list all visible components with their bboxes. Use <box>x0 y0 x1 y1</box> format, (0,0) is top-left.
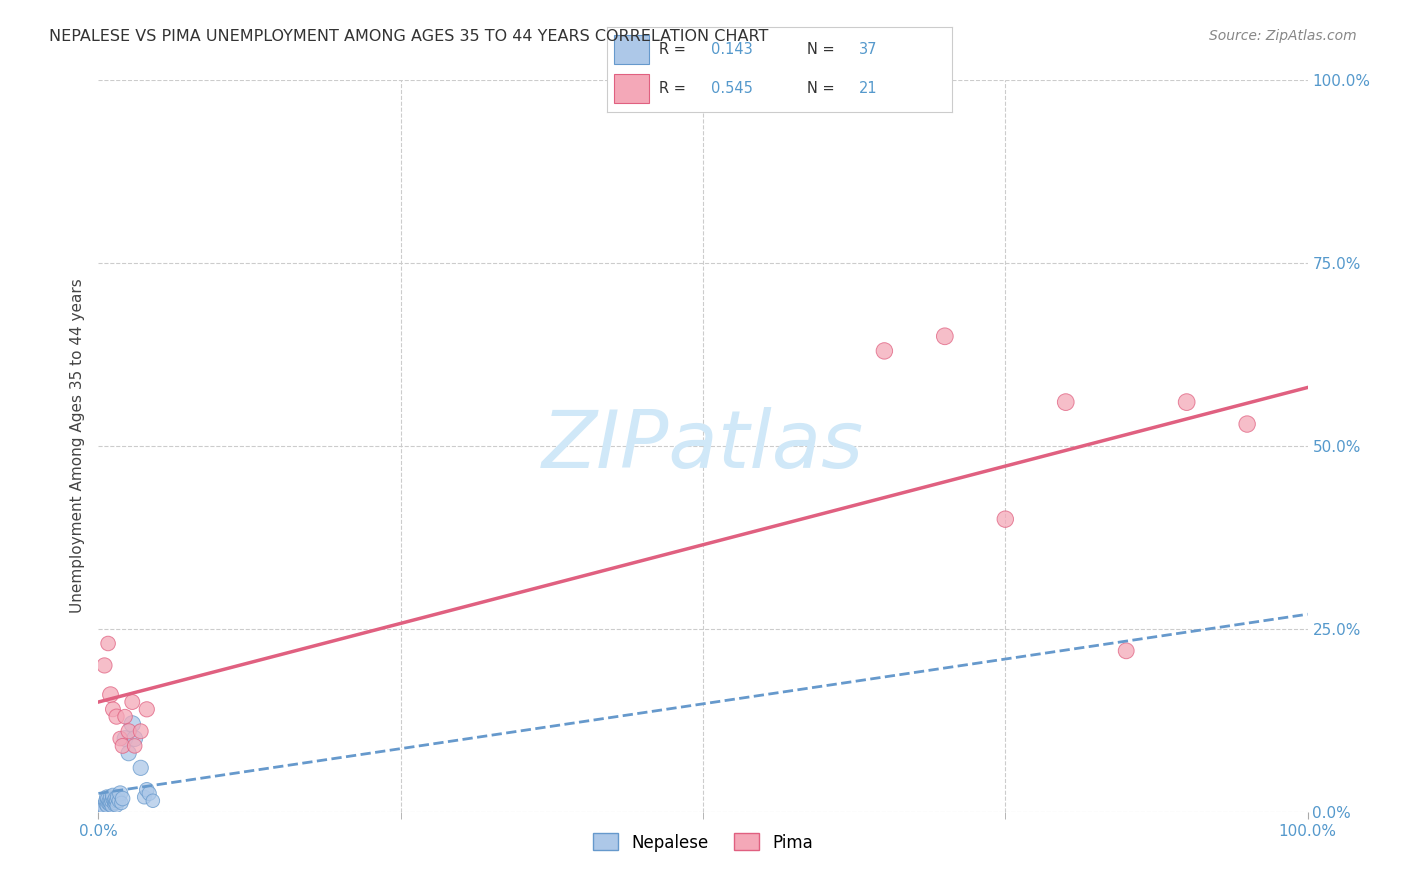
Point <box>96 798 118 813</box>
Point <box>108 794 131 808</box>
Bar <box>614 36 648 64</box>
Point <box>101 791 124 805</box>
Text: R =: R = <box>659 81 686 96</box>
Point <box>105 794 128 808</box>
Text: 0.143: 0.143 <box>710 42 752 57</box>
Point <box>104 796 127 810</box>
Point <box>1236 417 1258 431</box>
Point <box>93 800 115 814</box>
Point <box>118 724 141 739</box>
Point <box>105 709 128 723</box>
Point <box>100 798 122 813</box>
Point <box>97 791 120 805</box>
Point <box>100 790 122 805</box>
Point <box>103 797 125 812</box>
Point <box>873 343 896 358</box>
Point <box>111 739 134 753</box>
Point <box>114 709 136 723</box>
Point <box>129 724 152 739</box>
Point <box>110 796 132 810</box>
Text: 21: 21 <box>859 81 877 96</box>
Point <box>97 636 120 650</box>
Point <box>1115 644 1137 658</box>
Point <box>813 73 835 87</box>
Point <box>104 791 127 805</box>
Text: ZIPatlas: ZIPatlas <box>541 407 865 485</box>
Point <box>101 789 124 803</box>
Text: NEPALESE VS PIMA UNEMPLOYMENT AMONG AGES 35 TO 44 YEARS CORRELATION CHART: NEPALESE VS PIMA UNEMPLOYMENT AMONG AGES… <box>49 29 769 44</box>
Text: R =: R = <box>659 42 686 57</box>
Point <box>91 801 114 815</box>
Text: 0.545: 0.545 <box>710 81 752 96</box>
Point <box>129 761 152 775</box>
Point <box>135 702 157 716</box>
Text: N =: N = <box>807 42 835 57</box>
Point <box>96 790 118 805</box>
Point <box>114 731 136 746</box>
Point <box>93 658 115 673</box>
Point <box>107 790 129 805</box>
Point <box>100 796 122 810</box>
Point <box>1054 395 1077 409</box>
Point <box>98 794 121 808</box>
Point <box>101 702 124 716</box>
Point <box>934 329 956 343</box>
Point <box>142 794 165 808</box>
Legend: Nepalese, Pima: Nepalese, Pima <box>586 827 820 858</box>
Text: 37: 37 <box>859 42 877 57</box>
Point <box>121 717 143 731</box>
Point <box>100 688 122 702</box>
Point <box>138 787 160 801</box>
Point <box>97 796 120 810</box>
Y-axis label: Unemployment Among Ages 35 to 44 years: Unemployment Among Ages 35 to 44 years <box>69 278 84 614</box>
Point <box>94 794 117 808</box>
Point <box>94 797 117 812</box>
Point <box>108 731 131 746</box>
Point <box>98 797 121 812</box>
Point <box>91 798 114 813</box>
Point <box>994 512 1017 526</box>
Point <box>118 746 141 760</box>
Point <box>103 794 125 808</box>
Point <box>135 782 157 797</box>
Point <box>121 695 143 709</box>
Point <box>111 791 134 805</box>
Text: Source: ZipAtlas.com: Source: ZipAtlas.com <box>1209 29 1357 43</box>
Point <box>124 731 146 746</box>
Point <box>105 798 128 813</box>
Text: N =: N = <box>807 81 835 96</box>
Point <box>108 787 131 801</box>
Point <box>134 790 156 805</box>
Bar <box>614 74 648 103</box>
Point <box>1175 395 1198 409</box>
Point <box>124 739 146 753</box>
Point <box>100 794 122 808</box>
